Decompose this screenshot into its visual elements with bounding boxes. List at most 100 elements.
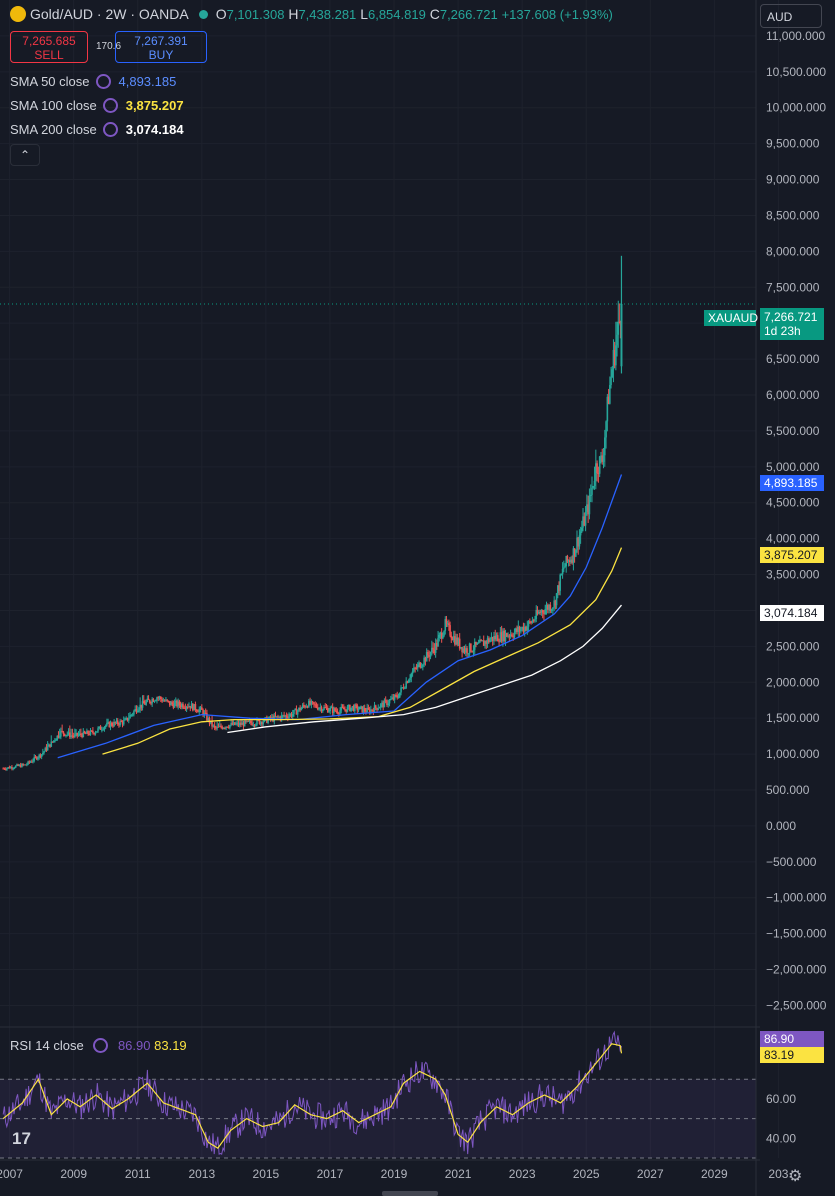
candle-body: [370, 709, 372, 713]
candle-body: [220, 725, 222, 728]
candle-body: [600, 455, 602, 457]
sell-button[interactable]: 7,265.685 SELL: [10, 31, 88, 63]
candle-body: [490, 636, 493, 640]
bottom-resize-handle[interactable]: [382, 1191, 438, 1196]
candle-body: [564, 566, 566, 568]
candle-body: [456, 637, 459, 645]
candle-body: [211, 720, 213, 727]
candle-body: [336, 711, 339, 714]
candle-body: [152, 699, 155, 702]
candle-body: [261, 722, 263, 725]
rsi-line: [2, 1030, 622, 1155]
candle-body: [386, 700, 388, 706]
indicator-value: 3,074.184: [125, 122, 184, 137]
currency-select[interactable]: AUD: [760, 4, 822, 28]
candle-body: [526, 626, 529, 631]
candle-body: [284, 715, 287, 717]
candle-body: [497, 635, 499, 642]
price-tick-label: 10,000.000: [766, 101, 826, 115]
candle-body: [549, 604, 552, 611]
rsi-tick-label: 60.00: [766, 1092, 796, 1106]
candle-body: [298, 707, 300, 711]
candle-body: [454, 636, 456, 645]
candle-body: [122, 720, 125, 725]
candle-body: [595, 463, 597, 481]
candle-body: [22, 764, 24, 766]
candle-body: [588, 495, 591, 515]
price-tick-label: −1,500.000: [766, 927, 827, 941]
candle-body: [14, 765, 17, 768]
price-tick-label: 3,500.000: [766, 568, 820, 582]
candle-body: [101, 729, 103, 731]
candle-body: [466, 648, 468, 654]
settings-gear-icon[interactable]: ⚙: [788, 1168, 803, 1185]
spread-value: 170.6: [96, 41, 122, 52]
candle-body: [527, 621, 530, 627]
candle-body: [598, 456, 601, 474]
indicator-label: SMA 100 close: [10, 98, 97, 113]
candle-body: [113, 722, 115, 727]
candle-body: [106, 722, 108, 726]
candle-body: [357, 709, 360, 711]
candle-body: [355, 704, 357, 706]
candle-body: [110, 723, 113, 726]
candle-body: [395, 694, 397, 696]
indicator-settings-icon[interactable]: [102, 98, 118, 113]
candle-body: [215, 727, 217, 729]
symbol-header[interactable]: Gold/AUD · 2W · OANDA O7,101.308 H7,438.2…: [10, 6, 613, 22]
symbol-title[interactable]: Gold/AUD · 2W · OANDA: [30, 6, 189, 22]
time-tick-label: 2007: [0, 1167, 23, 1181]
candle-body: [534, 618, 536, 621]
price-tick-label: 2,500.000: [766, 639, 820, 653]
rsi-header[interactable]: RSI 14 close 86.90 83.19: [10, 1038, 187, 1053]
candle-body: [372, 710, 375, 713]
buy-button[interactable]: 7,267.391 BUY: [115, 31, 207, 63]
candle-body: [476, 642, 479, 645]
indicator-settings-icon[interactable]: [95, 74, 111, 89]
candle-body: [172, 704, 175, 708]
rsi-settings-icon[interactable]: [93, 1038, 109, 1053]
candle-body: [58, 736, 61, 738]
candle-body: [460, 647, 462, 649]
indicator-sma50[interactable]: SMA 50 close 4,893.185: [10, 74, 176, 89]
candle-body: [126, 717, 129, 721]
candle-body: [339, 710, 341, 714]
candle-body: [535, 610, 538, 619]
candle-body: [320, 707, 323, 712]
tradingview-logo[interactable]: 17: [12, 1129, 31, 1148]
candle-body: [491, 636, 494, 642]
candle-body: [90, 730, 93, 732]
candle-body: [610, 377, 612, 386]
price-tick-label: 8,000.000: [766, 244, 820, 258]
candle-body: [119, 721, 121, 726]
candle-body: [103, 727, 106, 730]
candle-body: [6, 768, 8, 770]
candle-body: [371, 709, 373, 711]
candle-body: [174, 700, 177, 703]
candle-body: [131, 714, 134, 716]
collapse-indicators-button[interactable]: ⌃: [10, 144, 40, 166]
candle-body: [538, 612, 540, 614]
price-tick-label: −500.000: [766, 855, 817, 869]
candle-body: [473, 641, 476, 650]
candle-body: [165, 699, 167, 701]
candle-body: [620, 304, 623, 367]
candle-body: [156, 697, 158, 701]
candle-body: [346, 706, 349, 712]
candle-body: [349, 704, 351, 711]
candle-body: [566, 556, 569, 562]
indicator-sma100[interactable]: SMA 100 close 3,875.207: [10, 98, 184, 113]
price-candles: [2, 255, 623, 771]
candle-body: [445, 618, 448, 624]
indicator-settings-icon[interactable]: [102, 122, 118, 137]
candle-body: [216, 726, 218, 729]
candle-body: [204, 712, 207, 714]
candle-body: [4, 769, 7, 771]
indicator-sma200[interactable]: SMA 200 close 3,074.184: [10, 122, 184, 137]
candle-body: [368, 709, 371, 713]
candle-body: [89, 730, 92, 735]
candle-body: [451, 638, 454, 641]
candle-body: [23, 764, 26, 766]
indicator-label: SMA 50 close: [10, 74, 90, 89]
